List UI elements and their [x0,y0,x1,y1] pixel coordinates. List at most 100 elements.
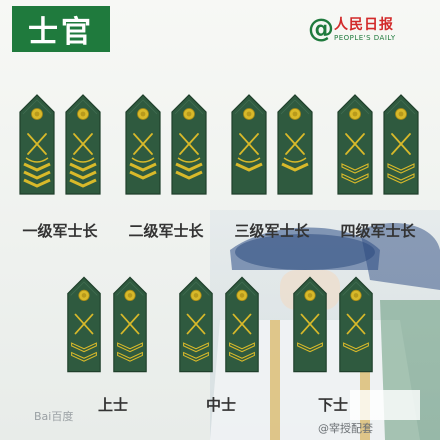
button-star [80,111,86,117]
shoulder-board-rank-5-left [67,276,101,373]
shoulder-board-rank-7-right [339,276,373,373]
button-star [193,293,199,298]
crossed-rifles-icon [73,133,93,155]
rifle-line [179,133,199,155]
chevron-stripe [69,162,97,172]
crossed-rifles-icon [133,133,153,155]
rifle-line [300,313,320,335]
hollow-chevron [387,163,415,174]
shoulder-board-rank-1-left [19,94,55,195]
crossed-rifles-icon [232,313,252,335]
crossed-rifles-icon [186,313,206,335]
rank-label: 中士 [205,396,236,414]
board-trim [340,99,370,115]
baidu-watermark: Bai百度 [34,410,74,423]
button-star [398,111,404,117]
button-star [34,111,40,117]
crossed-rifles-icon [239,133,259,155]
hollow-chevron [183,351,209,362]
crossed-rifles-icon [179,133,199,155]
button-star [353,293,359,298]
shoulder-board-rank-3-right [277,94,313,195]
chevron-stripe [129,162,157,172]
chevron-stripe [23,178,51,188]
brand-name-en: PEOPLE'S DAILY [334,34,396,42]
button-star [307,293,313,298]
honor-guard-backdrop [210,210,440,440]
shoulder-board-rank-1-right [65,94,101,195]
hollow-chevron [71,351,97,362]
rank-label: 四级军士长 [340,222,416,240]
rifle-line [74,313,94,335]
chevron-stripe [235,162,263,172]
rank-label: 下士 [317,396,348,414]
shoulder-board-rank-6-right [225,276,259,373]
hollow-chevron [117,342,143,353]
hollow-chevron [183,342,209,353]
rifle-line [27,133,47,155]
hollow-chevron [341,173,369,184]
rifle-line [346,313,366,335]
rank-label: 上士 [97,396,128,414]
rank-label: 三级军士长 [234,222,310,240]
laurel-icon [131,157,155,163]
board-trim [280,99,310,115]
button-star [239,293,245,298]
shoulder-board-rank-4-left [337,94,373,195]
hollow-chevron [297,342,323,353]
button-star [292,111,298,117]
crossed-rifles-icon [391,133,411,155]
hollow-chevron [71,342,97,353]
shoulder-board-rank-4-right [383,94,419,195]
chevron-stripe [23,170,51,180]
board-trim [128,99,158,115]
laurel-icon [177,157,201,163]
board-trim [68,99,98,115]
shoulder-board-rank-6-left [179,276,213,373]
board-trim [228,281,256,296]
rifle-line [232,313,252,335]
board-trim [342,281,370,296]
board-trim [296,281,324,296]
button-star [81,293,87,298]
brand-at-icon: @ [308,14,334,44]
chevron-stripe [129,170,157,180]
crossed-rifles-icon [74,313,94,335]
chevron-stripe [281,162,309,172]
shoulder-board-rank-5-right [113,276,147,373]
shoulder-board-rank-2-right [171,94,207,195]
rifle-line [133,133,153,155]
chevron-stripe [69,178,97,188]
hollow-chevron [387,173,415,184]
peoples-daily-logo: @ 人民日报 PEOPLE'S DAILY [308,16,426,44]
chevron-stripe [175,162,203,172]
rifle-line [186,313,206,335]
button-star [352,111,358,117]
crossed-rifles-icon [27,133,47,155]
laurel-icon [71,157,95,163]
laurel-icon [25,157,49,163]
laurel-icon [283,157,307,163]
rifle-line [345,133,365,155]
chevron-stripe [23,162,51,172]
button-star [186,111,192,117]
board-trim [116,281,144,296]
board-trim [386,99,416,115]
board-trim [70,281,98,296]
hollow-chevron [229,351,255,362]
crossed-rifles-icon [345,133,365,155]
button-star [127,293,133,298]
rifle-line [120,313,140,335]
rank-label: 一级军士长 [22,222,98,240]
chevron-stripe [69,170,97,180]
shoulder-board-rank-7-left [293,276,327,373]
crossed-rifles-icon [285,133,305,155]
hollow-chevron [343,342,369,353]
hollow-chevron [117,351,143,362]
crossed-rifles-icon [346,313,366,335]
rifle-line [239,133,259,155]
crossed-rifles-icon [300,313,320,335]
author-watermark: @宰授配套 [318,422,373,435]
page-title: 士官 [12,6,110,52]
button-star [246,111,252,117]
